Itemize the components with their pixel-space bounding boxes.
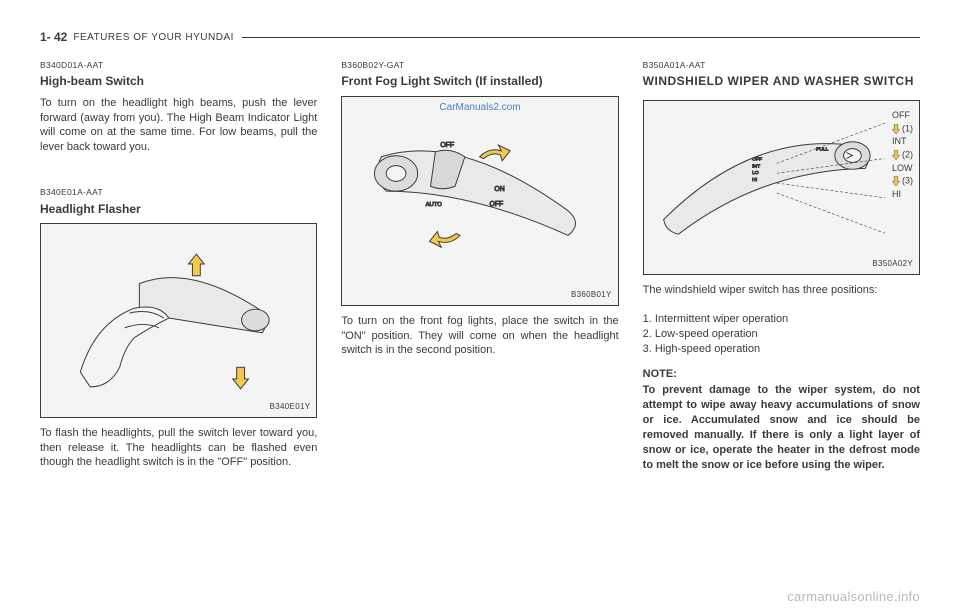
svg-text:AUTO: AUTO [426, 202, 443, 208]
column-3: B350A01A-AAT WINDSHIELD WIPER AND WASHER… [643, 60, 920, 484]
spacer [40, 169, 317, 187]
svg-text:LO: LO [752, 170, 759, 176]
heading-wiper: WINDSHIELD WIPER AND WASHER SWITCH [643, 73, 920, 90]
svg-text:PULL: PULL [816, 147, 829, 153]
svg-text:OFF: OFF [490, 201, 504, 208]
list-item: 1. Intermittent wiper operation [643, 312, 920, 327]
svg-text:ON: ON [495, 186, 505, 193]
header-rule [242, 37, 920, 38]
arrow-down-icon [892, 150, 900, 160]
figure-id: B340E01Y [270, 402, 311, 413]
arrow-down-icon [892, 124, 900, 134]
label-int: INT [892, 137, 913, 147]
note-body: To prevent damage to the wiper system, d… [643, 383, 920, 472]
fog-illustration: ON OFF OFF AUTO [342, 97, 617, 305]
paragraph: The windshield wiper switch has three po… [643, 283, 920, 298]
footer-url: carmanualsonline.info [787, 589, 920, 604]
heading-high-beam: High-beam Switch [40, 73, 317, 89]
list-item: 3. High-speed operation [643, 342, 920, 357]
code-label: B340E01A-AAT [40, 187, 317, 198]
note-title: NOTE: [643, 367, 920, 382]
flasher-illustration [41, 224, 316, 417]
arrow-down-icon [892, 176, 900, 186]
label-low: LOW [892, 164, 913, 174]
list-item: 2. Low-speed operation [643, 327, 920, 342]
column-2: B360B02Y-GAT Front Fog Light Switch (If … [341, 60, 618, 484]
paragraph: To flash the headlights, pull the switch… [40, 426, 317, 471]
figure-id: B350A02Y [872, 259, 913, 270]
figure-id: B360B01Y [571, 290, 612, 301]
section-title: FEATURES OF YOUR HYUNDAI [73, 32, 234, 43]
paragraph: To turn on the front fog lights, place t… [341, 314, 618, 359]
svg-text:OFF: OFF [752, 157, 762, 163]
code-label: B340D01A-AAT [40, 60, 317, 71]
figure-wiper-switch: OFF INT LO HI PULL OFF [643, 100, 920, 275]
heading-flasher: Headlight Flasher [40, 201, 317, 217]
svg-text:INT: INT [752, 164, 760, 170]
watermark: CarManuals2.com [439, 101, 520, 115]
label-3-text: (3) [902, 176, 913, 186]
label-2: (2) [892, 150, 913, 160]
svg-text:HI: HI [752, 177, 757, 183]
label-off: OFF [892, 111, 913, 121]
label-3: (3) [892, 176, 913, 186]
paragraph: To turn on the headlight high beams, pus… [40, 96, 317, 155]
column-1: B340D01A-AAT High-beam Switch To turn on… [40, 60, 317, 484]
figure-fog-light: CarManuals2.com ON OFF OFF AUTO [341, 96, 618, 306]
figure-headlight-flasher: B340E01Y [40, 223, 317, 418]
wiper-label-stack: OFF (1) INT (2) LOW (3) HI [892, 111, 913, 202]
label-2-text: (2) [902, 150, 913, 160]
label-hi: HI [892, 190, 913, 200]
label-1-text: (1) [902, 124, 913, 134]
label-1: (1) [892, 124, 913, 134]
page-header: 1- 42 FEATURES OF YOUR HYUNDAI [40, 28, 920, 46]
content-columns: B340D01A-AAT High-beam Switch To turn on… [40, 60, 920, 484]
wiper-illustration: OFF INT LO HI PULL [644, 101, 919, 274]
heading-fog-light: Front Fog Light Switch (If installed) [341, 73, 618, 89]
page-number: 1- 42 [40, 30, 67, 44]
code-label: B360B02Y-GAT [341, 60, 618, 71]
svg-text:OFF: OFF [441, 142, 455, 149]
code-label: B350A01A-AAT [643, 60, 920, 71]
